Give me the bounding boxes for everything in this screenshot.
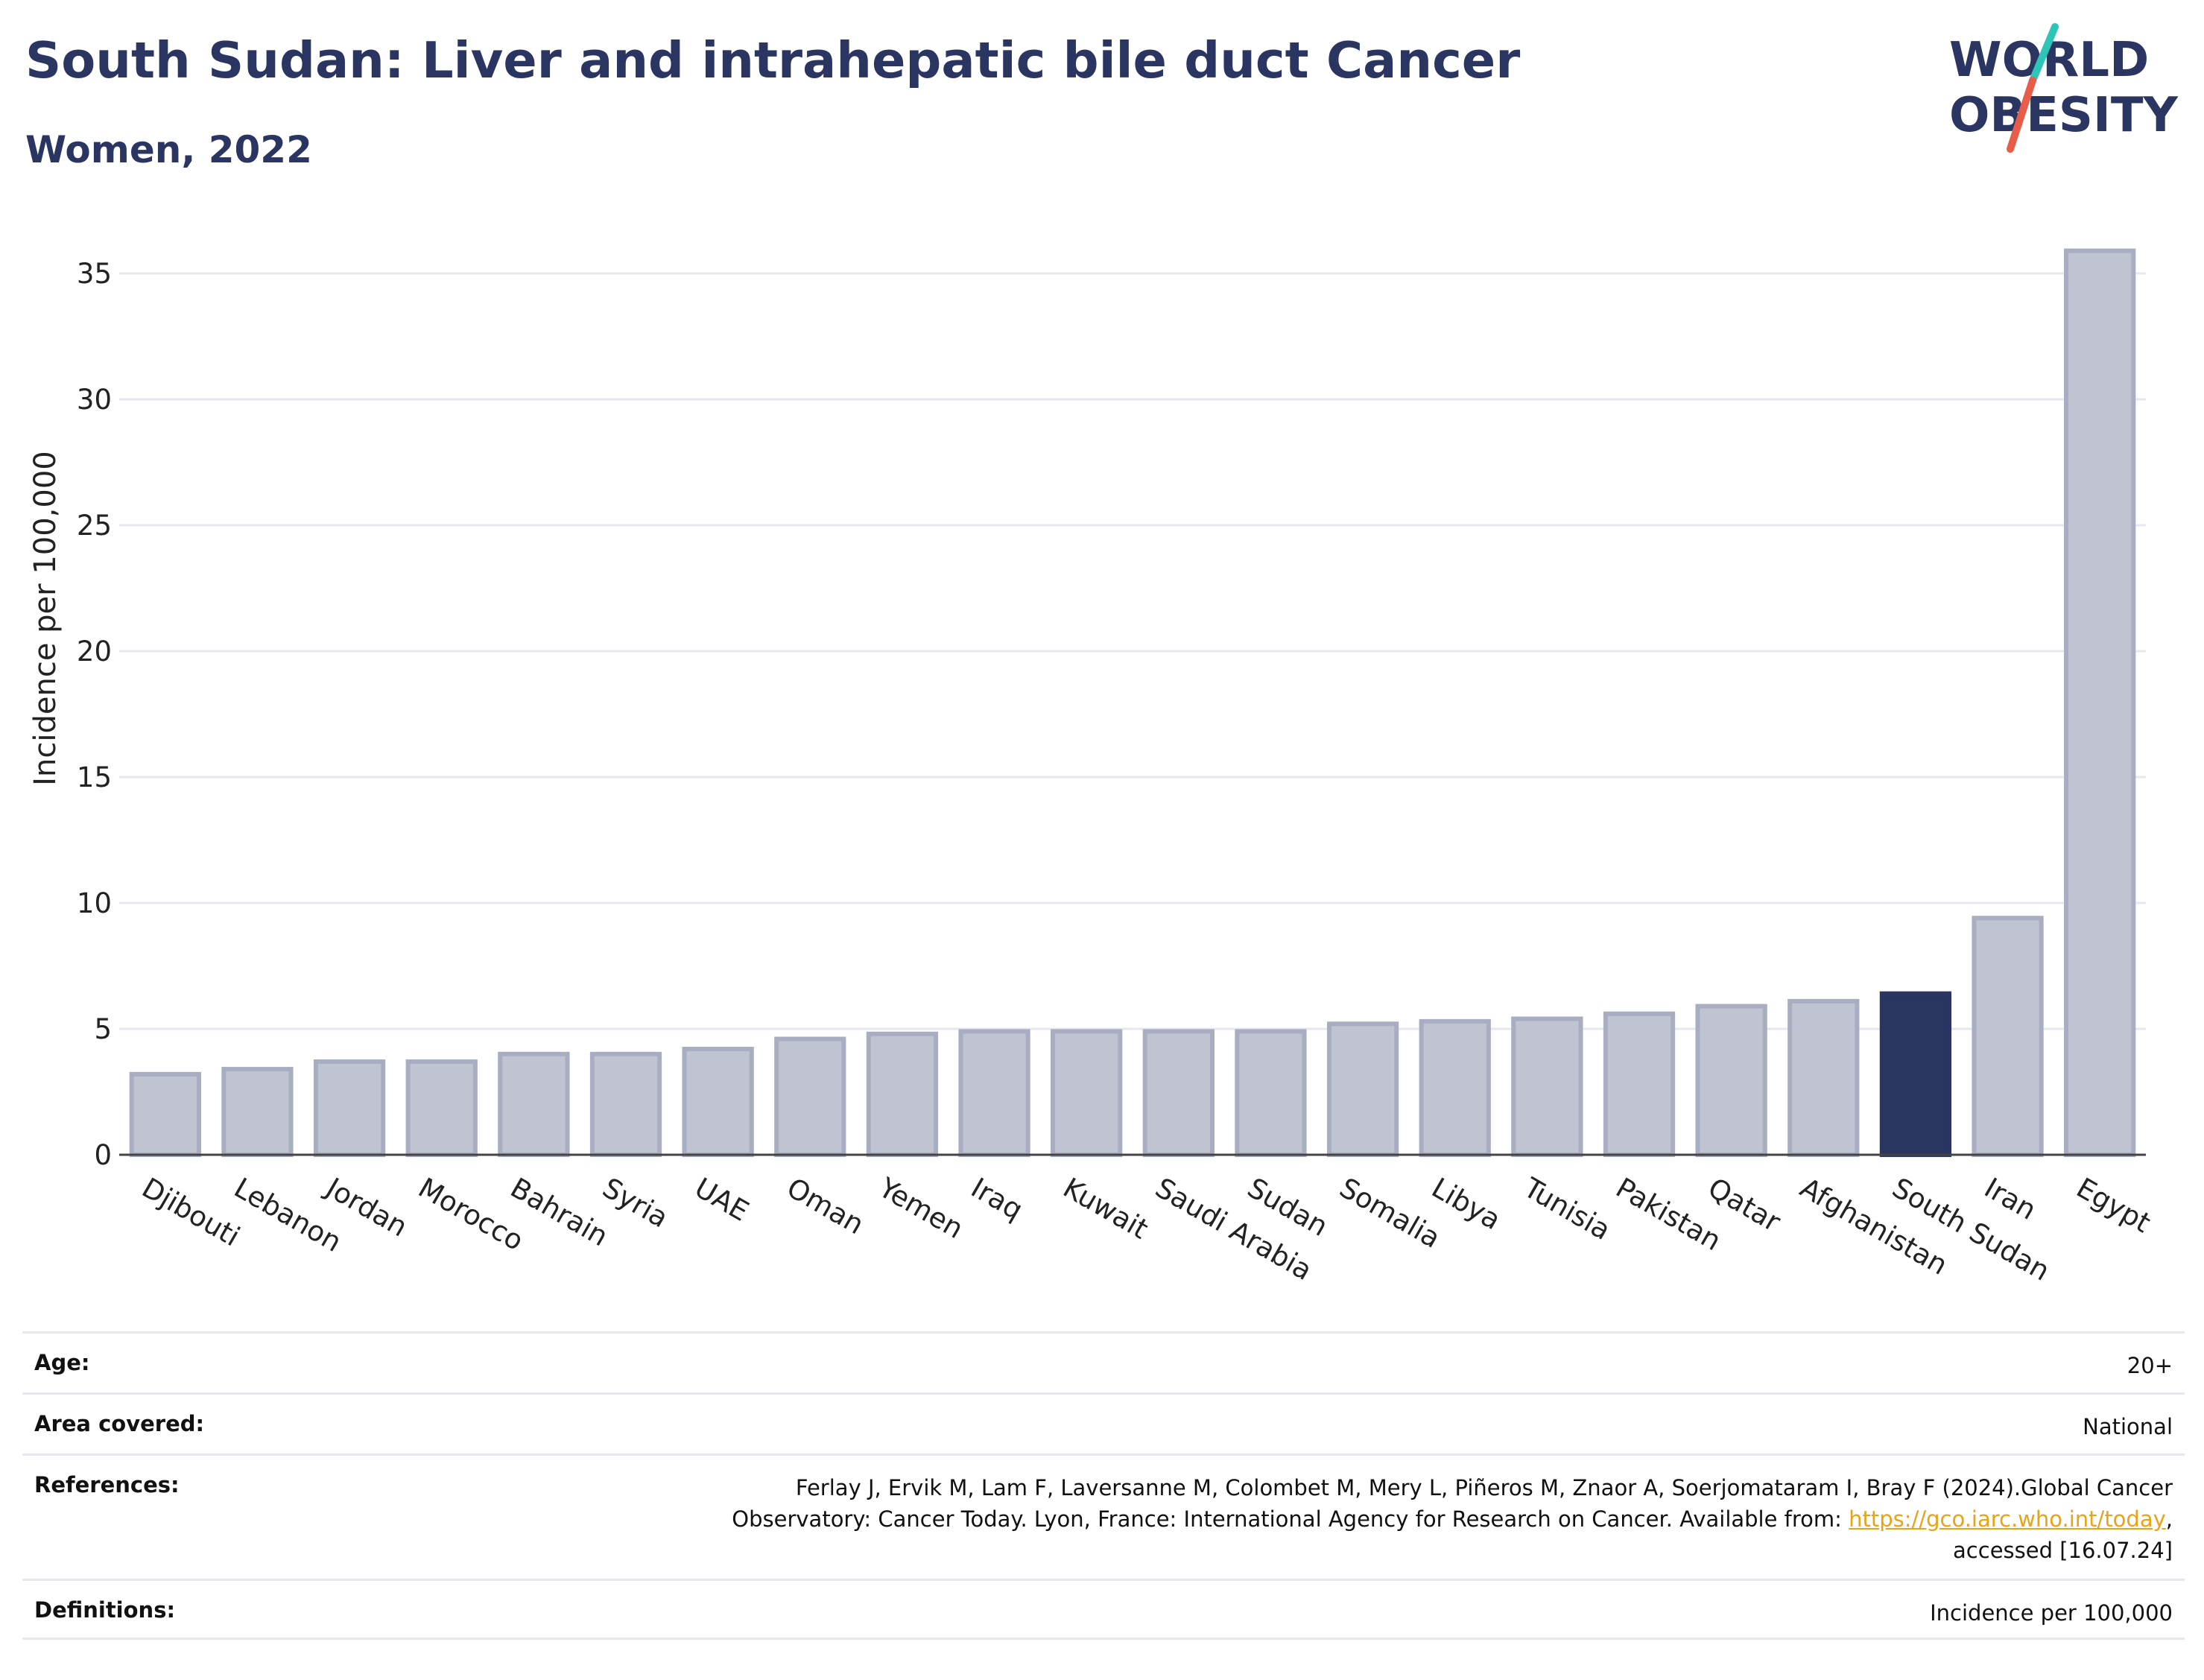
y-tick-5: 5 (94, 1013, 112, 1045)
bar-afghanistan (1787, 998, 1860, 1157)
x-tick-pakistan: Pakistan (1611, 1172, 1727, 1258)
x-tick-kuwait: Kuwait (1058, 1172, 1154, 1246)
bars (129, 248, 2136, 1158)
y-tick-0: 0 (94, 1139, 112, 1171)
bar-yemen (866, 1031, 939, 1158)
x-tick-egypt: Egypt (2071, 1172, 2156, 1240)
x-tick-uae: UAE (689, 1172, 754, 1228)
references-line-1: Ferlay J, Ervik M, Lam F, Laversanne M, … (795, 1475, 2173, 1500)
world-obesity-logo: WORLD OBESITY (1949, 23, 2178, 153)
bar-saudi-arabia (1142, 1029, 1215, 1157)
y-tick-15: 15 (77, 761, 112, 793)
area-value: National (2083, 1414, 2173, 1439)
bar-tunisia (1511, 1016, 1583, 1157)
bar-bahrain (498, 1051, 570, 1158)
references-link[interactable]: https://gco.iarc.who.int/today (1849, 1506, 2166, 1532)
area-label: Area covered: (34, 1411, 205, 1436)
bar-lebanon (221, 1067, 294, 1157)
x-tick-somalia: Somalia (1334, 1172, 1446, 1255)
bar-oman (774, 1036, 846, 1158)
info-row-definitions: Definitions: Incidence per 100,000 (22, 1579, 2185, 1640)
references-line-3: accessed [16.07.24] (1953, 1538, 2173, 1563)
y-tick-10: 10 (77, 887, 112, 919)
x-tick-djibouti: Djibouti (136, 1172, 245, 1253)
references-line-2-end: , (2165, 1506, 2173, 1532)
info-table: Age: 20+ Area covered: National Referenc… (22, 1331, 2185, 1640)
references-value: Ferlay J, Ervik M, Lam F, Laversanne M, … (310, 1472, 2173, 1566)
logo-slash-coral (2007, 77, 2036, 153)
age-label: Age: (34, 1350, 90, 1375)
age-value: 20+ (2127, 1353, 2173, 1378)
references-line-2: Observatory: Cancer Today. Lyon, France:… (310, 1503, 2173, 1535)
chart-title: South Sudan: Liver and intrahepatic bile… (25, 31, 1521, 89)
y-tick-25: 25 (77, 510, 112, 542)
definitions-value: Incidence per 100,000 (1930, 1600, 2173, 1626)
bar-jordan (313, 1059, 386, 1157)
y-axis-title: Incidence per 100,000 (28, 451, 63, 786)
gridlines (119, 272, 2146, 1030)
bar-kuwait (1051, 1029, 1123, 1157)
definitions-label: Definitions: (34, 1597, 176, 1623)
bar-iran (1972, 916, 2044, 1158)
bar-libya (1419, 1018, 1491, 1157)
x-tick-saudi-arabia: Saudi Arabia (1150, 1172, 1317, 1287)
x-tick-morocco: Morocco (413, 1172, 529, 1258)
bar-south-sudan (1879, 991, 1952, 1158)
info-row-age: Age: 20+ (22, 1331, 2185, 1392)
y-tick-20: 20 (77, 635, 112, 668)
x-tick-iran: Iran (1979, 1172, 2042, 1226)
bar-morocco (405, 1059, 478, 1157)
bar-sudan (1235, 1029, 1307, 1157)
bar-pakistan (1603, 1011, 1676, 1157)
x-tick-iraq: Iraq (966, 1172, 1028, 1226)
bar-egypt (2064, 248, 2136, 1158)
info-row-references: References: Ferlay J, Ervik M, Lam F, La… (22, 1454, 2185, 1579)
y-tick-30: 30 (77, 384, 112, 416)
bar-iraq (958, 1029, 1030, 1157)
bar-qatar (1695, 1004, 1767, 1157)
bar-syria (589, 1051, 662, 1158)
logo-slash-teal (2029, 23, 2059, 84)
x-tick-tunisia: Tunisia (1518, 1171, 1616, 1246)
chart-subtitle: Women, 2022 (25, 128, 312, 171)
bar-uae (682, 1047, 754, 1158)
references-label: References: (34, 1472, 180, 1497)
y-tick-35: 35 (77, 258, 112, 290)
x-tick-oman: Oman (782, 1172, 870, 1241)
y-tick-labels: 0 5 10 15 20 25 30 35 (77, 258, 112, 1171)
bar-djibouti (129, 1071, 201, 1157)
info-row-area: Area covered: National (22, 1392, 2185, 1454)
logo-word-obesity: OBESITY (1949, 88, 2178, 143)
references-line-2-text: Observatory: Cancer Today. Lyon, France:… (732, 1506, 1849, 1532)
x-tick-yemen: Yemen (873, 1171, 969, 1245)
bar-somalia (1326, 1021, 1399, 1157)
